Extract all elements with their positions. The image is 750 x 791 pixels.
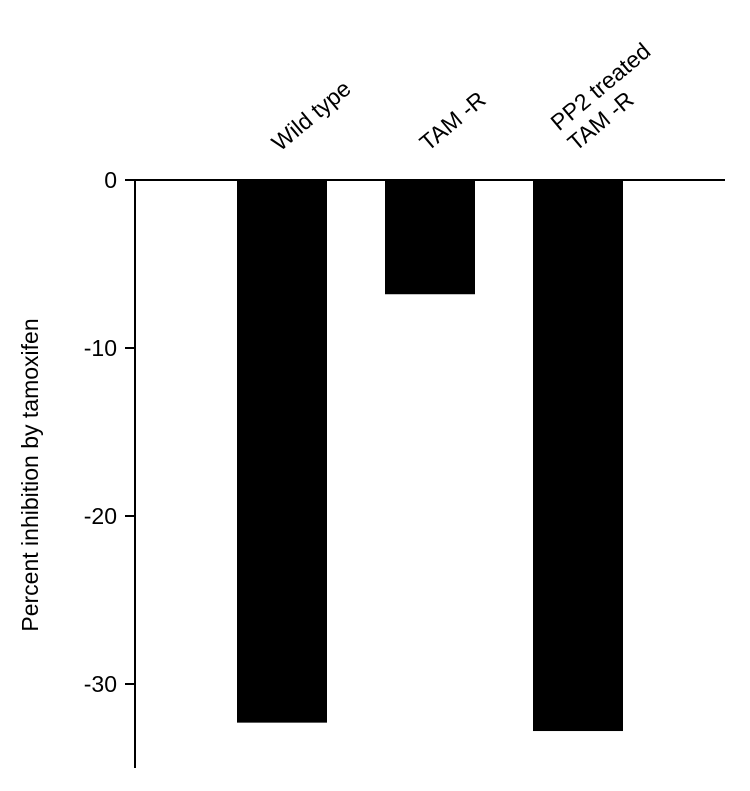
bar <box>385 180 475 295</box>
y-axis-title: Percent inhibition by tamoxifen <box>17 318 43 631</box>
y-tick-label: 0 <box>104 167 117 193</box>
y-tick-label: -10 <box>84 335 117 361</box>
y-tick-label: -20 <box>84 503 117 529</box>
bar <box>533 180 623 732</box>
x-tick-label: PP2 treatedTAM -R <box>545 38 672 156</box>
bar <box>237 180 327 723</box>
x-tick-label: Wild type <box>267 75 356 156</box>
x-tick-label: TAM -R <box>415 86 491 156</box>
y-tick-label: -30 <box>84 671 117 697</box>
